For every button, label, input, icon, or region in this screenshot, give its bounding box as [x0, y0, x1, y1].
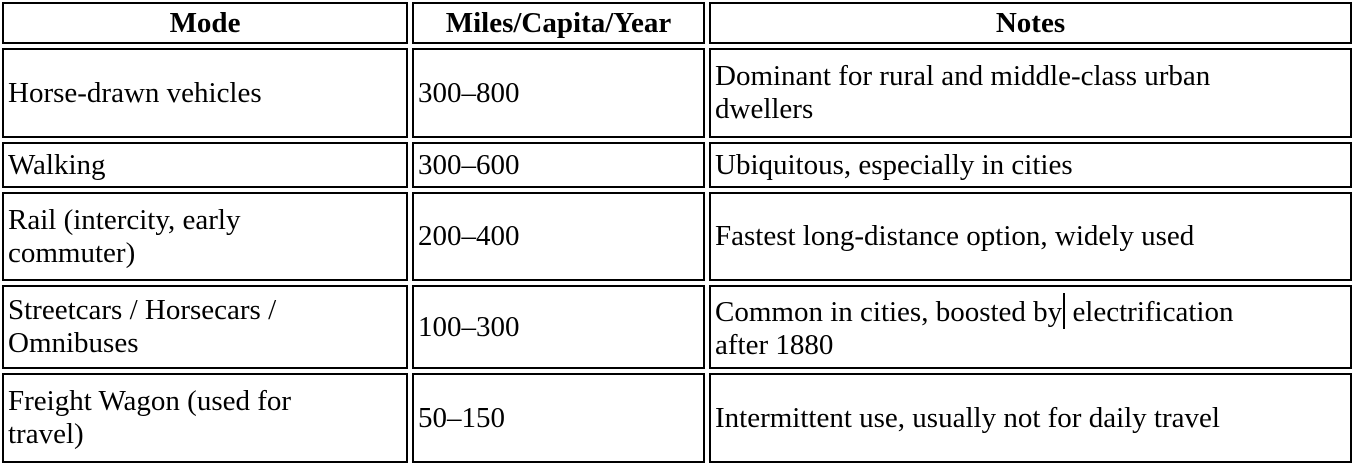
- miles-cell[interactable]: 50–150: [412, 373, 705, 463]
- notes-cell[interactable]: Common in cities, boosted by electrifica…: [709, 285, 1352, 369]
- table-row: Freight Wagon (used for travel) 50–150 Inte…: [2, 373, 1352, 463]
- table-row: Rail (intercity, early commuter) 200–400 Fa…: [2, 192, 1352, 281]
- table-header-row: Mode Miles/Capita/Year Notes: [2, 2, 1352, 44]
- miles-cell[interactable]: 300–600: [412, 142, 705, 188]
- notes-cell[interactable]: Dominant for rural and middle-class urba…: [709, 48, 1352, 138]
- table-row: Streetcars / Horsecars / Omnibuses 100–300…: [2, 285, 1352, 369]
- column-header-mode[interactable]: Mode: [2, 2, 408, 44]
- column-header-miles-capita-year[interactable]: Miles/Capita/Year: [412, 2, 705, 44]
- mode-cell[interactable]: Freight Wagon (used for travel): [2, 373, 408, 463]
- table-body: Horse-drawn vehicles 300–800 Dominant for …: [2, 48, 1352, 463]
- mode-cell[interactable]: Horse-drawn vehicles: [2, 48, 408, 138]
- text-cursor: [1063, 292, 1066, 329]
- miles-cell[interactable]: 200–400: [412, 192, 705, 281]
- notes-cell[interactable]: Intermittent use, usually not for daily …: [709, 373, 1352, 463]
- mode-cell[interactable]: Streetcars / Horsecars / Omnibuses: [2, 285, 408, 369]
- mode-cell[interactable]: Rail (intercity, early commuter): [2, 192, 408, 281]
- column-header-notes[interactable]: Notes: [709, 2, 1352, 44]
- mode-cell[interactable]: Walking: [2, 142, 408, 188]
- table-row: Walking 300–600 Ubiquitous, especially in …: [2, 142, 1352, 188]
- notes-cell[interactable]: Ubiquitous, especially in cities: [709, 142, 1352, 188]
- miles-cell[interactable]: 300–800: [412, 48, 705, 138]
- notes-cell[interactable]: Fastest long-distance option, widely use…: [709, 192, 1352, 281]
- table-row: Horse-drawn vehicles 300–800 Dominant for …: [2, 48, 1352, 138]
- miles-cell[interactable]: 100–300: [412, 285, 705, 369]
